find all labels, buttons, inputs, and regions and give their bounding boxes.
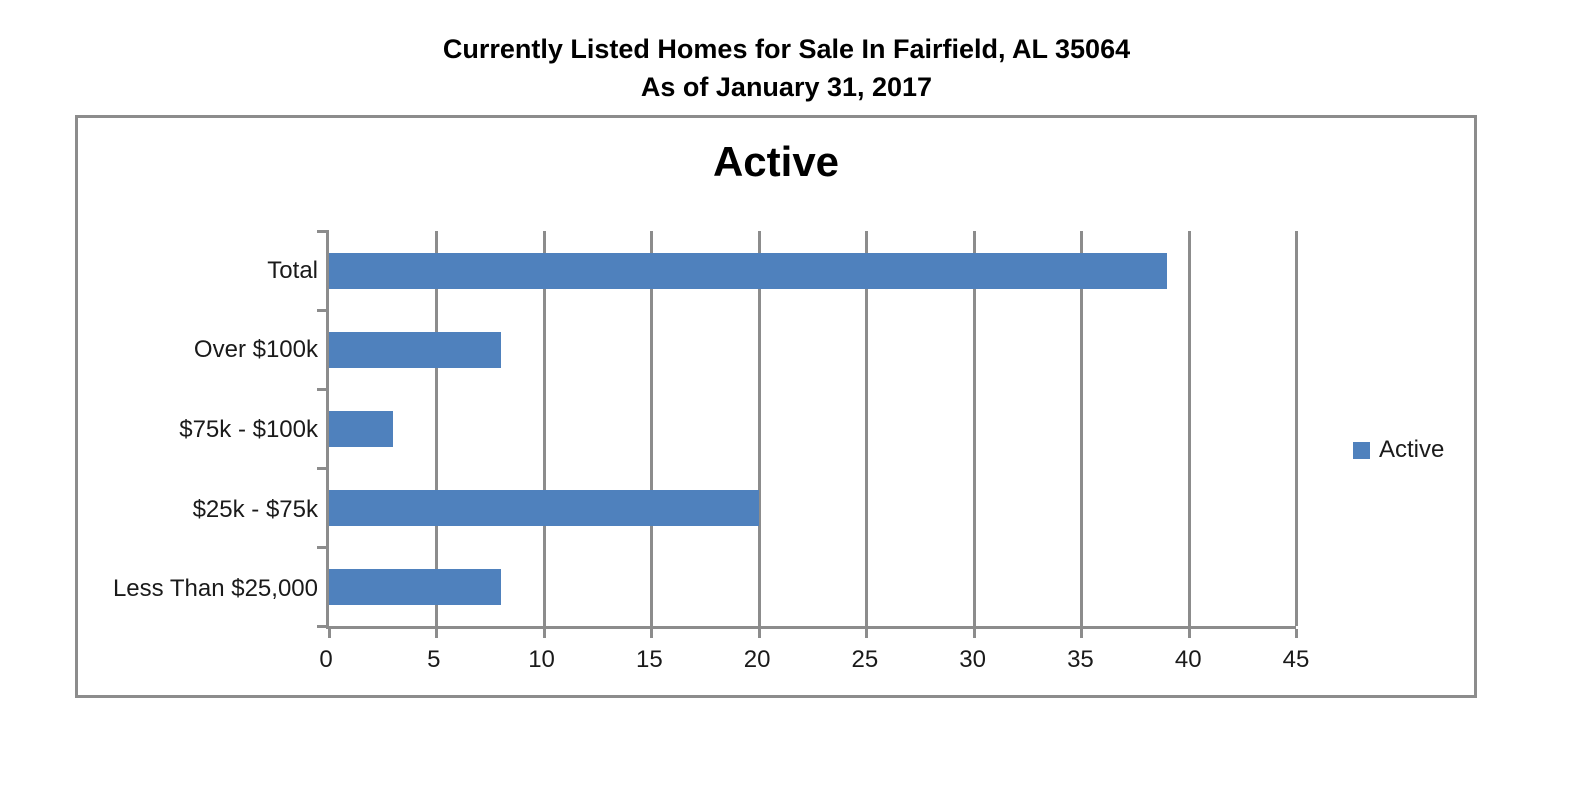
category-axis-labels: Total Over $100k $75k - $100k $25k - $75k Le…	[86, 231, 318, 629]
gridline	[1295, 231, 1298, 626]
x-axis-tick	[435, 629, 439, 638]
gridline	[972, 231, 976, 626]
gridline	[1187, 231, 1191, 626]
bar-over-100k	[329, 331, 501, 368]
x-axis-tick-label: 25	[851, 646, 879, 673]
plot-area	[317, 230, 1298, 638]
chart-frame: Active Total Over $100k $75k - $100k $25k -…	[75, 115, 1477, 698]
x-axis-tick-label: 45	[1282, 646, 1310, 673]
x-axis-tick-label: 40	[1174, 646, 1202, 673]
bar-row	[329, 547, 1296, 626]
y-axis-tick	[317, 467, 329, 470]
x-axis-tick	[1080, 629, 1084, 638]
x-axis-tick-label: 10	[528, 646, 555, 673]
category-label: $25k - $75k	[192, 495, 318, 523]
bar-75k-100k	[329, 410, 394, 447]
page-title: Currently Listed Homes for Sale In Fairf…	[0, 30, 1573, 106]
x-axis-tick-label: 35	[1067, 646, 1094, 673]
y-axis-tick	[317, 625, 329, 628]
value-axis-labels: 0 5 10 15 20 25 30 35 40 45	[319, 646, 1309, 678]
bar-row	[329, 310, 1296, 389]
bar-25k-75k	[329, 489, 759, 526]
x-axis-tick	[865, 629, 869, 638]
gridline	[650, 231, 654, 626]
category-label: Less Than $25,000	[112, 575, 318, 603]
x-axis-tick-label: 15	[635, 646, 663, 673]
gridline	[542, 231, 546, 626]
gridline	[757, 231, 761, 626]
bar-series-active	[329, 231, 1296, 626]
x-axis-tick	[1187, 629, 1191, 638]
legend-swatch-icon	[1353, 441, 1370, 459]
bar-row	[329, 389, 1296, 468]
x-axis-tick	[757, 629, 761, 638]
bar-total	[329, 252, 1168, 289]
gridline	[435, 231, 439, 626]
bar-less-than-25-000	[329, 568, 501, 605]
x-axis-tick	[1295, 629, 1298, 638]
legend-label: Active	[1379, 436, 1445, 463]
legend: Active	[1353, 436, 1444, 464]
x-axis-tick	[972, 629, 976, 638]
category-label: Total	[267, 256, 318, 284]
bar-row	[329, 468, 1296, 547]
page-title-line-1: Currently Listed Homes for Sale In Fairf…	[442, 34, 1131, 64]
y-axis-tick	[317, 230, 329, 233]
x-axis-tick	[328, 629, 331, 638]
y-axis-tick	[317, 388, 329, 391]
x-axis-tick	[650, 629, 654, 638]
y-axis-tick	[317, 546, 329, 549]
category-label: $75k - $100k	[179, 415, 318, 443]
y-axis-tick	[317, 309, 329, 312]
x-axis-tick-label: 20	[743, 646, 771, 673]
x-axis-tick-label: 0	[319, 646, 333, 673]
x-axis-tick-label: 30	[959, 646, 987, 673]
x-axis-tick	[542, 629, 546, 638]
page-title-line-2: As of January 31, 2017	[640, 72, 933, 102]
bar-row	[329, 231, 1296, 310]
category-label: Over $100k	[193, 336, 318, 364]
gridline	[1080, 231, 1084, 626]
gridline	[865, 231, 869, 626]
x-axis-tick-label: 5	[427, 646, 441, 673]
chart-title: Active	[712, 138, 840, 185]
